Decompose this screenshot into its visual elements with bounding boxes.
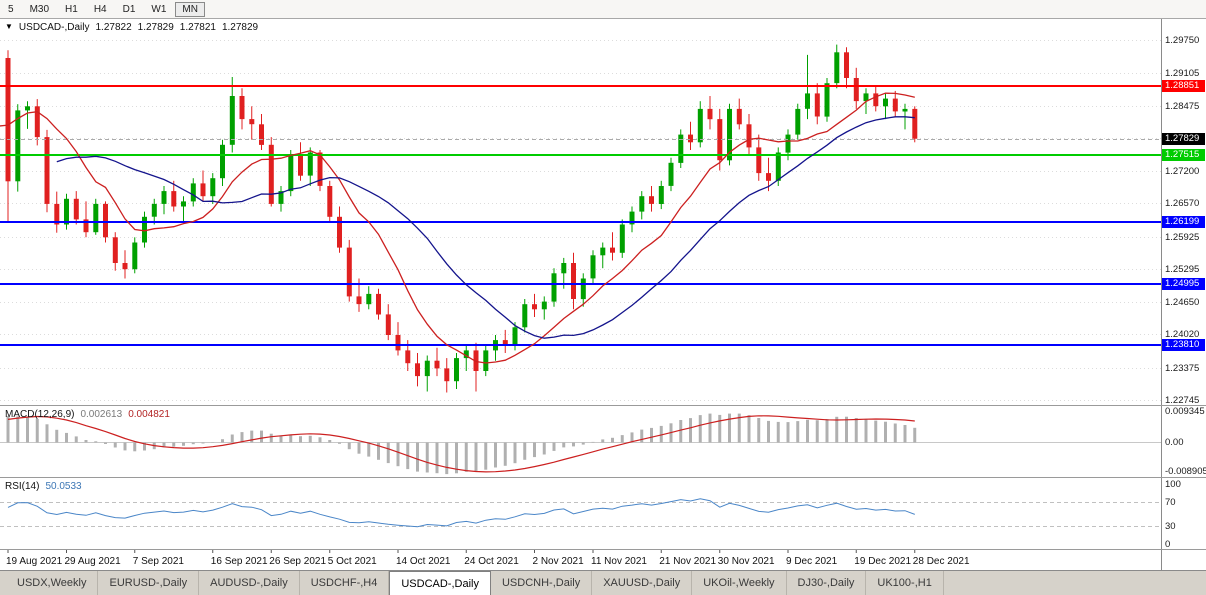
timeframe-button-h4[interactable]: H4	[93, 3, 107, 15]
price-axis-label: 1.28475	[1165, 101, 1200, 112]
level-price-box: 1.27515	[1162, 149, 1205, 161]
price-axis-label: 1.24650	[1165, 297, 1200, 308]
pane-divider[interactable]	[0, 405, 1206, 406]
date-axis-label: 21 Nov 2021	[659, 556, 716, 567]
symbol-tab-dj30-daily[interactable]: DJ30-,Daily	[787, 571, 867, 595]
rsi-chart[interactable]	[0, 478, 1162, 549]
price-axis-label: 1.25925	[1165, 232, 1200, 243]
macd-signal-value: 0.004821	[128, 409, 170, 420]
date-axis-label: 24 Oct 2021	[464, 556, 519, 567]
rsi-plot[interactable]: RSI(14) 50.0533	[0, 478, 1162, 549]
symbol-tab-usdcad-daily[interactable]: USDCAD-,Daily	[389, 571, 491, 595]
rsi-axis-label: 100	[1165, 479, 1181, 490]
price-axis-label: 1.25295	[1165, 264, 1200, 275]
main-chart-pane: ▼ USDCAD-,Daily 1.27822 1.27829 1.27821 …	[0, 19, 1206, 406]
ohlc-open: 1.27822	[95, 22, 132, 33]
symbol-tab-xauusd-daily[interactable]: XAUUSD-,Daily	[592, 571, 693, 595]
ohlc-high: 1.27829	[137, 22, 174, 33]
candlestick-chart[interactable]	[0, 19, 1162, 405]
rsi-axis[interactable]: 100 70 30 0	[1162, 478, 1205, 550]
rsi-axis-label: 0	[1165, 539, 1171, 550]
rsi-axis-label: 70	[1165, 497, 1176, 508]
ohlc-low: 1.27821	[179, 22, 216, 33]
date-axis-label: 29 Aug 2021	[65, 556, 122, 567]
level-price-box: 1.23810	[1162, 339, 1205, 351]
macd-label: MACD(12,26,9) 0.002613 0.004821	[5, 409, 170, 420]
date-axis-label: 5 Oct 2021	[328, 556, 377, 567]
date-axis-corner	[1162, 550, 1205, 570]
price-axis-label: 1.24020	[1165, 329, 1200, 340]
chart-collapse-icon[interactable]: ▼	[5, 22, 13, 31]
level-price-box: 1.24995	[1162, 278, 1205, 290]
symbol-tab-uk100-h1[interactable]: UK100-,H1	[866, 571, 944, 595]
current-price-box: 1.27829	[1162, 133, 1205, 145]
level-price-box: 1.26199	[1162, 216, 1205, 228]
symbol-tab-eurusd-daily[interactable]: EURUSD-,Daily	[98, 571, 200, 595]
timeframe-button-mn[interactable]: MN	[175, 1, 205, 17]
price-axis-label: 1.29105	[1165, 68, 1200, 79]
macd-plot[interactable]: MACD(12,26,9) 0.002613 0.004821	[0, 406, 1162, 477]
chart-ohlc-label: ▼ USDCAD-,Daily 1.27822 1.27829 1.27821 …	[5, 22, 258, 33]
date-axis: 19 Aug 2021 29 Aug 2021 7 Sep 2021 16 Sep 2…	[6, 550, 970, 567]
macd-main-value: 0.002613	[80, 409, 123, 420]
date-axis-label: 9 Dec 2021	[786, 556, 838, 567]
date-axis-label: 2 Nov 2021	[533, 556, 585, 567]
timeframe-toolbar: 5 M30 H1 H4 D1 W1 MN	[0, 0, 1206, 19]
date-axis-label: 30 Nov 2021	[718, 556, 775, 567]
timeframe-button-5[interactable]: 5	[8, 3, 14, 15]
date-axis-label: 26 Sep 2021	[269, 556, 326, 567]
date-axis-label: 19 Dec 2021	[854, 556, 911, 567]
macd-axis-label: 0.009345	[1165, 406, 1205, 417]
ohlc-close: 1.27829	[221, 22, 259, 33]
main-chart-plot[interactable]: ▼ USDCAD-,Daily 1.27822 1.27829 1.27821 …	[0, 19, 1162, 405]
symbol-tabbar: USDX,Weekly EURUSD-,Daily AUDUSD-,Daily USD…	[0, 570, 1206, 595]
date-axis-plot[interactable]: 19 Aug 2021 29 Aug 2021 7 Sep 2021 16 Sep 2…	[0, 550, 1162, 570]
macd-pane: MACD(12,26,9) 0.002613 0.004821 0.009345…	[0, 406, 1206, 477]
symbol-tab-usdx-weekly[interactable]: USDX,Weekly	[6, 571, 99, 595]
timeframe-button-m30[interactable]: M30	[29, 3, 50, 15]
macd-chart[interactable]	[0, 406, 1162, 477]
macd-title: MACD(12,26,9)	[5, 409, 75, 420]
rsi-pane: RSI(14) 50.0533 100 70 30 0	[0, 478, 1206, 550]
price-axis-label: 1.26570	[1165, 198, 1200, 209]
symbol-tab-audusd-daily[interactable]: AUDUSD-,Daily	[199, 571, 300, 595]
price-axis-label: 1.27200	[1165, 166, 1200, 177]
macd-axis[interactable]: 0.009345 0.00 -0.008905	[1162, 406, 1206, 477]
price-axis[interactable]: 1.297501.291051.284751.278451.272001.265…	[1162, 19, 1205, 406]
date-axis-label: 28 Dec 2021	[913, 556, 970, 567]
date-axis-pane: 19 Aug 2021 29 Aug 2021 7 Sep 2021 16 Sep 2…	[0, 550, 1206, 570]
price-axis-label: 1.22745	[1165, 395, 1200, 406]
macd-axis-label: -0.008905	[1165, 466, 1206, 477]
rsi-axis-label: 30	[1165, 521, 1176, 532]
pane-divider[interactable]	[0, 549, 1206, 550]
rsi-value: 50.0533	[45, 481, 82, 492]
price-axis-label: 1.23375	[1165, 363, 1200, 374]
level-price-box: 1.28851	[1162, 80, 1205, 92]
date-axis-label: 14 Oct 2021	[396, 556, 451, 567]
date-axis-label: 7 Sep 2021	[133, 556, 185, 567]
symbol-tab-ukoil-weekly[interactable]: UKOil-,Weekly	[692, 571, 787, 595]
date-axis-label: 16 Sep 2021	[211, 556, 268, 567]
chart-symbol-label: USDCAD-,Daily	[18, 22, 90, 33]
rsi-label: RSI(14) 50.0533	[5, 481, 82, 492]
rsi-title: RSI(14)	[5, 481, 40, 492]
timeframe-button-d1[interactable]: D1	[122, 3, 136, 15]
symbol-tab-usdchf-h4[interactable]: USDCHF-,H4	[300, 571, 390, 595]
date-axis-label: 11 Nov 2021	[591, 556, 647, 567]
price-axis-label: 1.29750	[1165, 35, 1200, 46]
symbol-tab-usdcnh-daily[interactable]: USDCNH-,Daily	[491, 571, 593, 595]
macd-axis-label: 0.00	[1165, 437, 1184, 448]
timeframe-button-h1[interactable]: H1	[65, 3, 78, 15]
pane-divider[interactable]	[0, 477, 1206, 478]
timeframe-button-w1[interactable]: W1	[151, 3, 167, 15]
date-axis-label: 19 Aug 2021	[6, 556, 63, 567]
